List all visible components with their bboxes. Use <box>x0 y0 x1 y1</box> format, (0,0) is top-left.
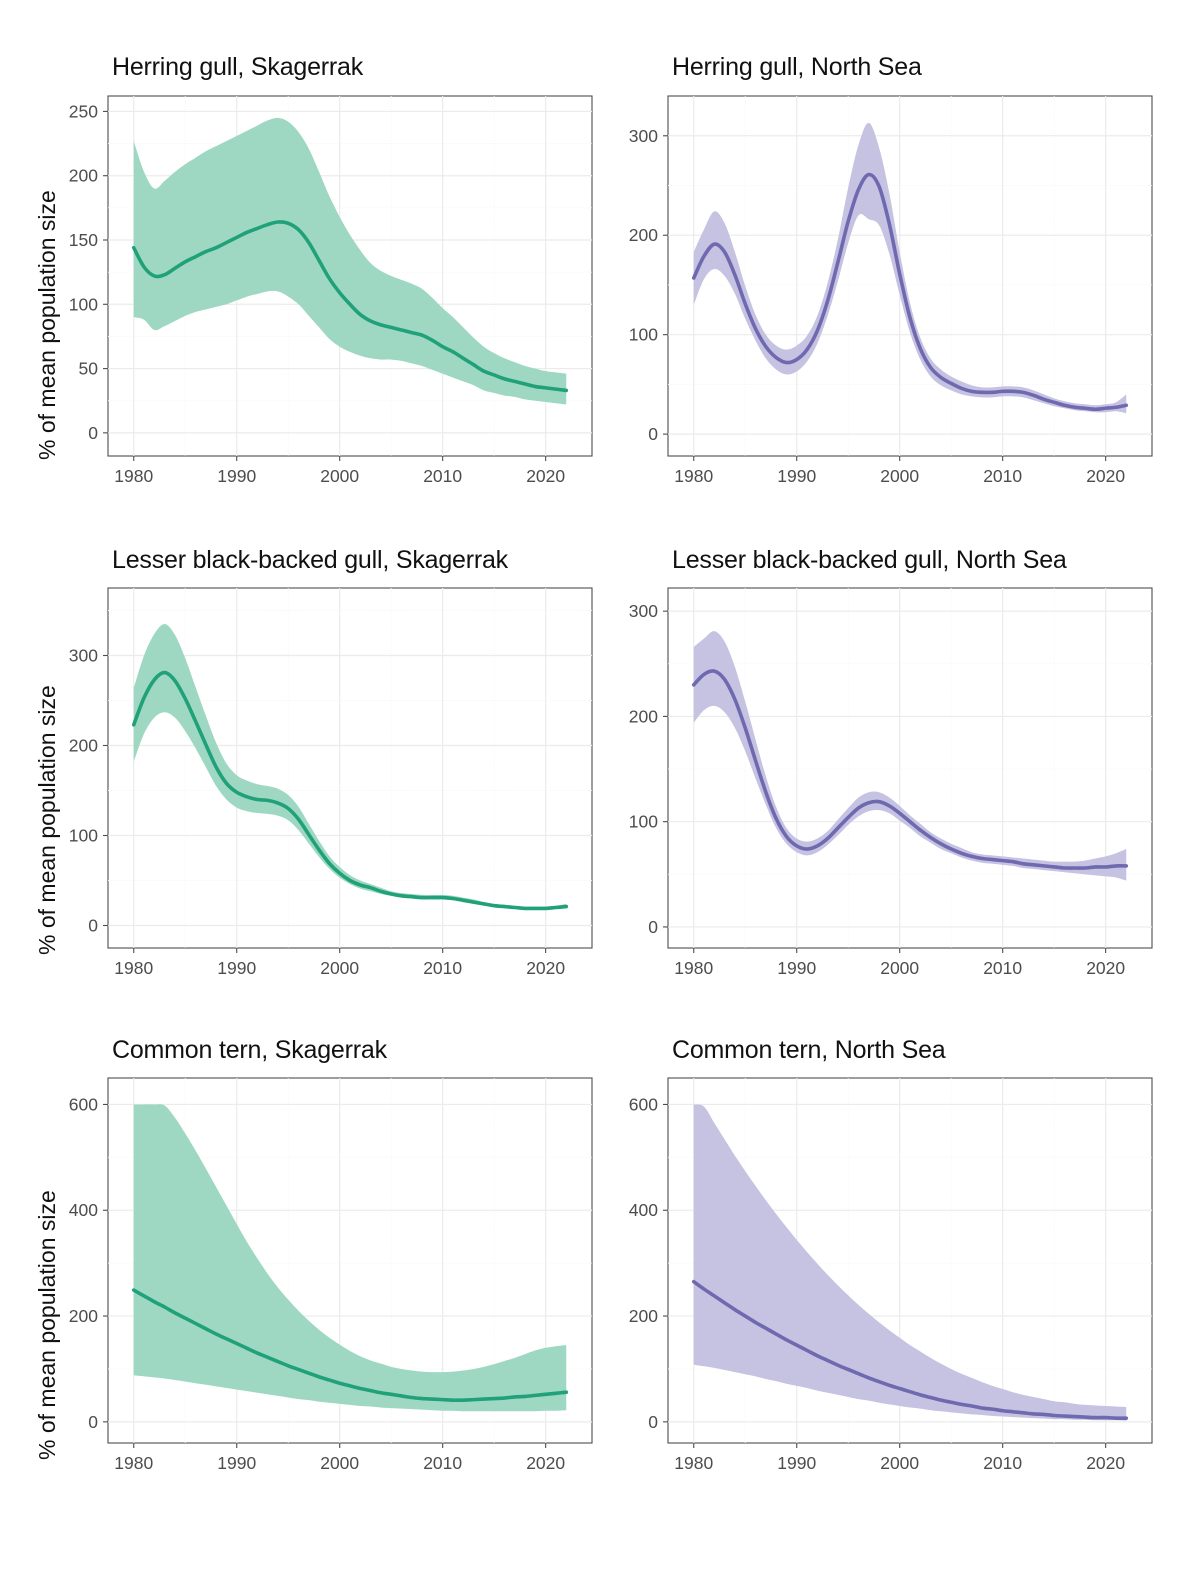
svg-text:2010: 2010 <box>983 466 1022 486</box>
svg-text:400: 400 <box>629 1200 658 1220</box>
svg-text:2000: 2000 <box>320 466 359 486</box>
panel-title-common-tern-skagerrak: Common tern, Skagerrak <box>112 1036 387 1064</box>
svg-text:1990: 1990 <box>777 466 816 486</box>
svg-text:0: 0 <box>88 1412 98 1432</box>
chart-common-tern-skagerrak: 0 200 400 600 1980 1990 2000 2010 2020 <box>69 1077 593 1473</box>
chart-herring-gull-north-sea: 0 100 200 300 1980 1990 2000 2010 2020 <box>629 95 1153 486</box>
svg-text:0: 0 <box>648 917 658 937</box>
panel-title-lbb-gull-skagerrak: Lesser black-backed gull, Skagerrak <box>112 546 508 574</box>
svg-text:2010: 2010 <box>423 1453 462 1473</box>
svg-text:600: 600 <box>629 1094 658 1114</box>
y-axis-label-row1: % of mean population size <box>34 190 60 460</box>
svg-text:2010: 2010 <box>983 1453 1022 1473</box>
svg-text:400: 400 <box>69 1200 98 1220</box>
panel-title-herring-gull-north-sea: Herring gull, North Sea <box>672 53 922 81</box>
chart-common-tern-north-sea: 0 200 400 600 1980 1990 2000 2010 2020 <box>629 1077 1153 1473</box>
panel-common-tern-skagerrak: 0 200 400 600 1980 1990 2000 2010 2020 <box>60 1070 600 1495</box>
panel-common-tern-north-sea: 0 200 400 600 1980 1990 2000 2010 2020 <box>620 1070 1160 1495</box>
svg-text:1990: 1990 <box>217 958 256 978</box>
svg-text:200: 200 <box>629 706 658 726</box>
chart-herring-gull-skagerrak: 0 50 100 150 200 250 1980 1990 2000 2010 2020 <box>69 95 593 486</box>
svg-text:1990: 1990 <box>217 1453 256 1473</box>
panel-herring-gull-north-sea: 0 100 200 300 1980 1990 2000 2010 2020 <box>620 88 1160 508</box>
svg-text:150: 150 <box>69 230 98 250</box>
svg-text:200: 200 <box>629 1306 658 1326</box>
panel-title-herring-gull-skagerrak: Herring gull, Skagerrak <box>112 53 364 81</box>
svg-text:2010: 2010 <box>983 958 1022 978</box>
svg-text:1990: 1990 <box>777 1453 816 1473</box>
y-axis-label-row3: % of mean population size <box>34 1190 60 1460</box>
panel-lbb-gull-north-sea: 0 100 200 300 1980 1990 2000 2010 2020 <box>620 580 1160 1000</box>
svg-text:300: 300 <box>69 646 98 666</box>
panel-title-lbb-gull-north-sea: Lesser black-backed gull, North Sea <box>672 546 1067 574</box>
svg-text:0: 0 <box>648 1412 658 1432</box>
y-axis-label-row2: % of mean population size <box>34 685 60 955</box>
svg-text:2000: 2000 <box>880 1453 919 1473</box>
panel-herring-gull-skagerrak: 0 50 100 150 200 250 1980 1990 2000 2010 2020 <box>60 88 600 508</box>
svg-text:2020: 2020 <box>1086 958 1125 978</box>
chart-lesser-black-backed-gull-north-sea: 0 100 200 300 1980 1990 2000 2010 2020 <box>629 587 1153 978</box>
svg-text:0: 0 <box>648 424 658 444</box>
svg-text:200: 200 <box>69 166 98 186</box>
chart-lesser-black-backed-gull-skagerrak: 0 100 200 300 1980 1990 2000 2010 2020 <box>69 587 593 978</box>
svg-text:50: 50 <box>79 359 99 379</box>
svg-text:2010: 2010 <box>423 958 462 978</box>
svg-text:200: 200 <box>69 1306 98 1326</box>
svg-text:200: 200 <box>69 736 98 756</box>
svg-text:2020: 2020 <box>526 1453 565 1473</box>
svg-text:0: 0 <box>88 423 98 443</box>
svg-text:200: 200 <box>629 225 658 245</box>
svg-text:1980: 1980 <box>114 1453 153 1473</box>
svg-text:1980: 1980 <box>674 466 713 486</box>
svg-text:100: 100 <box>69 294 98 314</box>
svg-text:1980: 1980 <box>674 1453 713 1473</box>
svg-text:2000: 2000 <box>880 466 919 486</box>
svg-text:2000: 2000 <box>320 1453 359 1473</box>
svg-text:100: 100 <box>69 826 98 846</box>
svg-text:100: 100 <box>629 812 658 832</box>
svg-text:600: 600 <box>69 1094 98 1114</box>
svg-text:100: 100 <box>629 325 658 345</box>
svg-text:2020: 2020 <box>526 466 565 486</box>
svg-text:1980: 1980 <box>114 958 153 978</box>
svg-text:1990: 1990 <box>777 958 816 978</box>
svg-text:0: 0 <box>88 916 98 936</box>
svg-text:300: 300 <box>629 601 658 621</box>
svg-text:1990: 1990 <box>217 466 256 486</box>
svg-text:1980: 1980 <box>114 466 153 486</box>
panel-title-common-tern-north-sea: Common tern, North Sea <box>672 1036 946 1064</box>
svg-text:250: 250 <box>69 101 98 121</box>
panel-lbb-gull-skagerrak: 0 100 200 300 1980 1990 2000 2010 2020 <box>60 580 600 1000</box>
svg-text:300: 300 <box>629 126 658 146</box>
svg-text:2000: 2000 <box>880 958 919 978</box>
svg-text:2020: 2020 <box>1086 466 1125 486</box>
svg-text:2020: 2020 <box>526 958 565 978</box>
svg-text:2010: 2010 <box>423 466 462 486</box>
svg-text:1980: 1980 <box>674 958 713 978</box>
svg-text:2000: 2000 <box>320 958 359 978</box>
svg-text:2020: 2020 <box>1086 1453 1125 1473</box>
